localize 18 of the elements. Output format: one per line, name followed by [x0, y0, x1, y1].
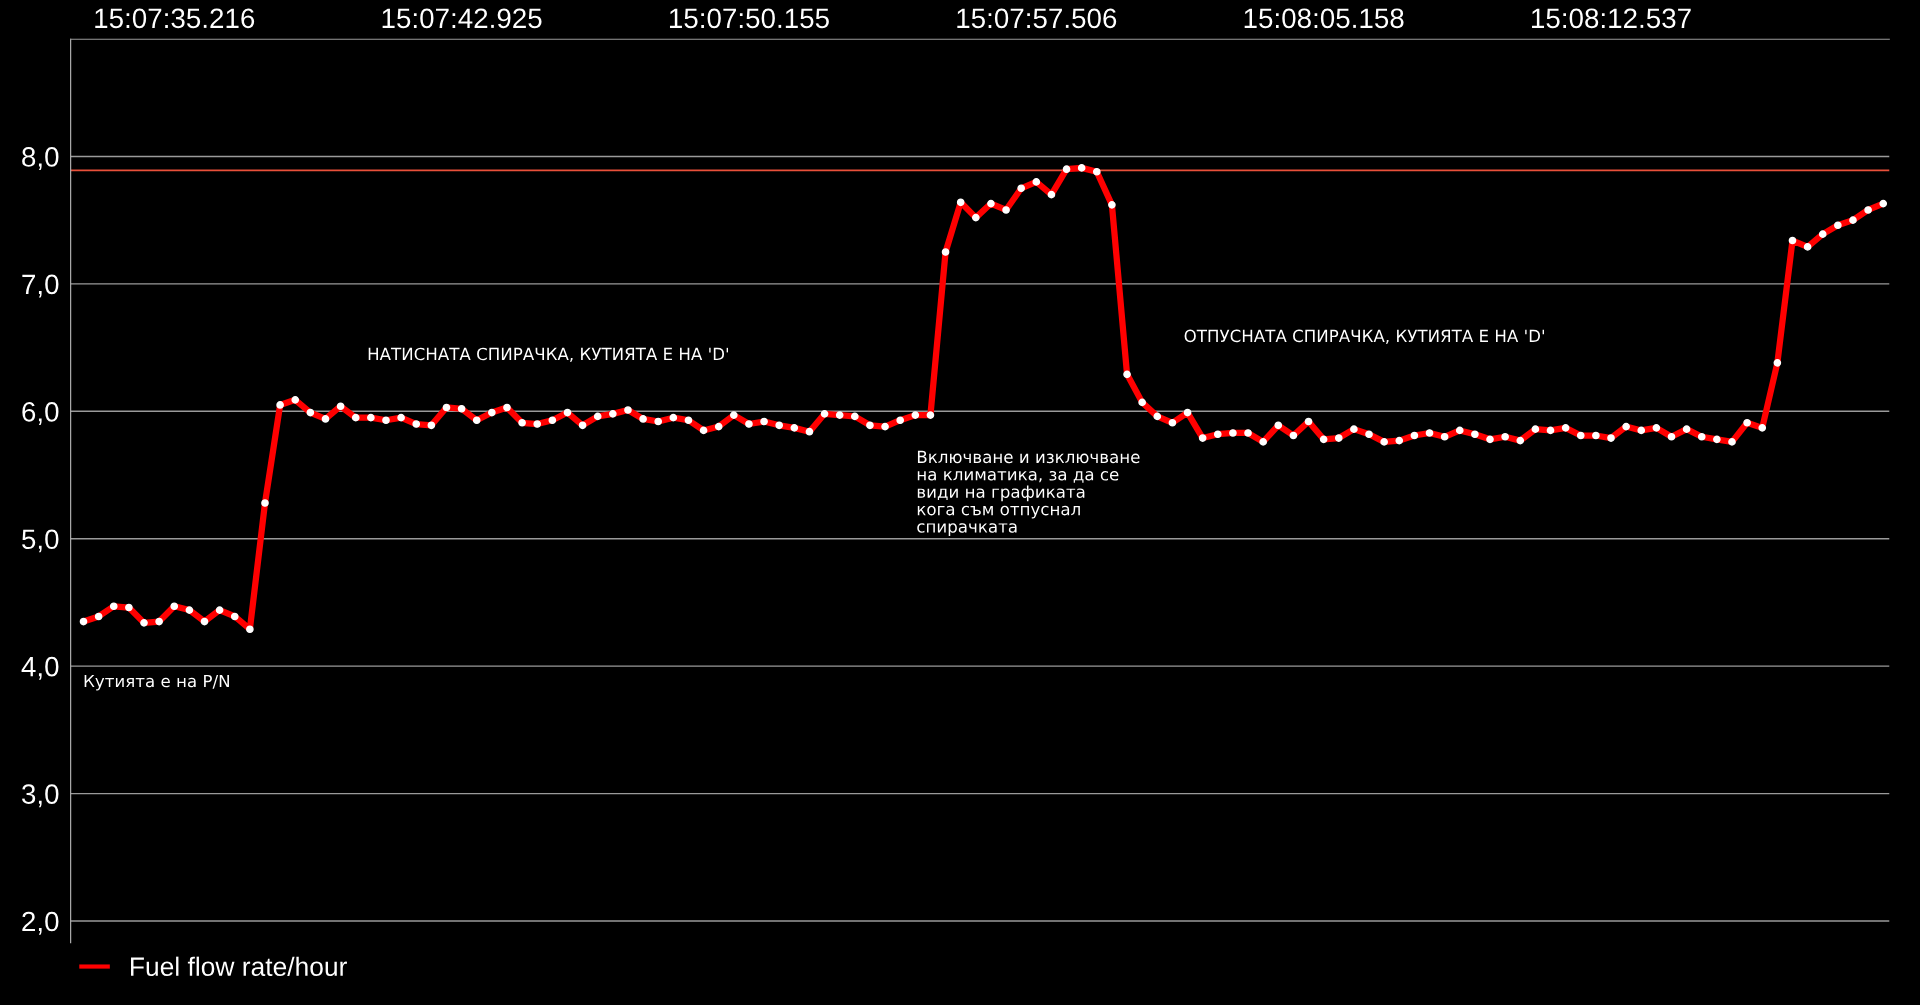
y-tick-label: 4,0: [21, 656, 59, 680]
y-tick-label: 2,0: [22, 911, 59, 935]
x-tick-label: 15:07:50.155: [669, 8, 829, 29]
x-tick-label: 15:08:12.537: [1532, 8, 1691, 29]
annotation: Кутията е на P/N: [84, 674, 229, 691]
y-tick-label: 5,0: [22, 529, 59, 553]
x-tick-label: 15:07:42.925: [382, 8, 542, 29]
annotation: Включване и изключване на климатика, за да се види на графиката кога съм отпуснал спирачката: [917, 450, 1140, 536]
y-tick-label: 7,0: [22, 274, 59, 298]
x-tick-label: 15:07:35.216: [95, 8, 255, 29]
y-tick-label: 8,0: [22, 147, 59, 171]
annotation: ОТПУСНАТА СПИРАЧКА, КУТИЯТА Е НА 'D': [1184, 329, 1544, 344]
y-tick-label: 6,0: [22, 401, 59, 425]
x-tick-label: 15:08:05.158: [1244, 8, 1404, 29]
y-tick-label: 3,0: [21, 784, 59, 808]
legend-label: Fuel flow rate/hour: [131, 956, 347, 977]
annotation: НАТИСНАТА СПИРАЧКА, КУТИЯТА Е НА 'D': [368, 347, 729, 362]
x-tick-label: 15:07:57.506: [957, 8, 1117, 29]
